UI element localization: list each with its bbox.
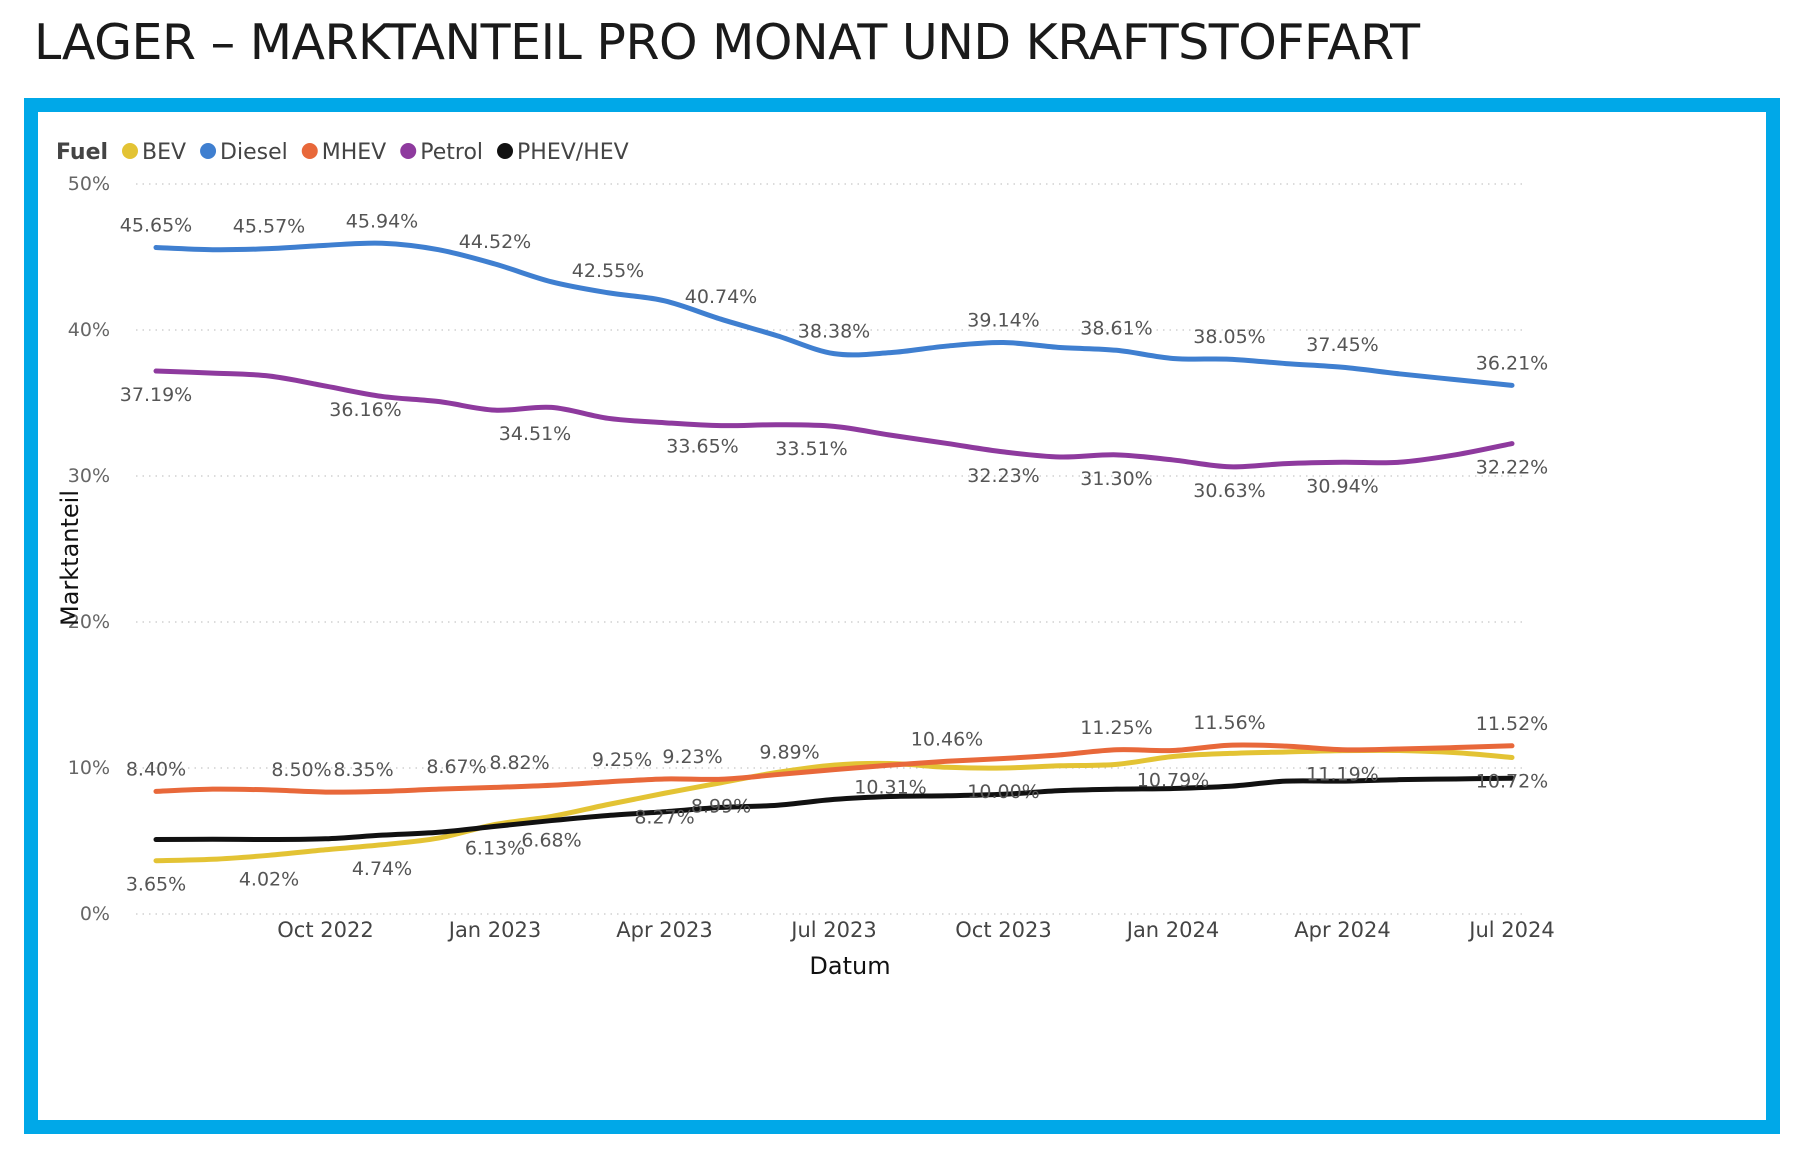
legend-marker: [400, 143, 417, 159]
data-label: 9.23%: [662, 746, 722, 768]
data-label: 9.25%: [592, 749, 652, 771]
data-label: 45.94%: [346, 210, 418, 232]
data-label: 10.46%: [911, 728, 983, 750]
series-line-diesel: [153, 240, 1515, 388]
data-label: 4.74%: [352, 858, 412, 880]
data-label: 9.89%: [759, 742, 819, 764]
data-label: 10.31%: [854, 776, 926, 798]
legend-item-label[interactable]: Diesel: [220, 140, 288, 165]
gridlines: [136, 183, 1526, 915]
y-axis-ticks: 0% 10% 20% 30% 40% 50%: [68, 173, 110, 925]
data-label: 8.27%: [634, 806, 694, 828]
data-label: 45.57%: [233, 216, 305, 238]
x-tick-label: Oct 2022: [277, 918, 373, 942]
data-label: 6.68%: [521, 829, 581, 851]
data-label: 8.50%: [271, 759, 331, 781]
x-tick-label: Jan 2023: [447, 918, 542, 942]
data-label: 4.02%: [239, 868, 299, 890]
data-label: 31.30%: [1080, 468, 1152, 490]
chart-frame: 0% 10% 20% 30% 40% 50% Oct 2022 Jan 2023 Apr 20…: [24, 98, 1780, 1134]
legend-item-label[interactable]: MHEV: [322, 140, 386, 165]
data-label: 11.25%: [1080, 717, 1152, 739]
data-label: 38.05%: [1193, 326, 1265, 348]
data-label: 38.38%: [798, 321, 870, 343]
data-label: 8.82%: [489, 752, 549, 774]
series-lines: [153, 240, 1515, 864]
data-label: 36.21%: [1476, 352, 1548, 374]
series-line-petrol: [153, 368, 1515, 470]
x-tick-label: Oct 2023: [955, 918, 1051, 942]
x-tick-label: Apr 2024: [1294, 918, 1390, 942]
data-label: 44.52%: [459, 231, 531, 253]
data-label: 6.13%: [465, 838, 525, 860]
data-label: 10.00%: [967, 781, 1039, 803]
legend-item-label[interactable]: Petrol: [420, 140, 483, 165]
data-label: 37.45%: [1306, 334, 1378, 356]
x-axis-title: Datum: [809, 952, 890, 980]
data-label: 11.52%: [1476, 713, 1548, 735]
data-label: 37.19%: [120, 384, 192, 406]
x-tick-label: Apr 2023: [616, 918, 712, 942]
data-label: 42.55%: [572, 260, 644, 282]
data-labels: 3.65% 4.02% 4.74% 6.13%6.68% 8.27%8.99% 10.31…: [120, 210, 1548, 895]
data-label: 11.56%: [1193, 712, 1265, 734]
legend: Fuel BEV Diesel MHEV Petrol PHEV/HEV: [56, 140, 629, 165]
page-title: LAGER – MARKTANTEIL PRO MONAT UND KRAFTS…: [34, 14, 1420, 71]
data-label: 3.65%: [126, 874, 186, 896]
legend-marker: [122, 143, 138, 159]
y-axis-title: Marktanteil: [56, 490, 84, 626]
legend-title: Fuel: [56, 140, 108, 165]
data-label: 33.65%: [666, 436, 738, 458]
x-axis-ticks: Oct 2022 Jan 2023 Apr 2023 Jul 2023 Oct 2023…: [277, 918, 1554, 942]
data-label: 40.74%: [685, 286, 757, 308]
y-tick-label: 30%: [68, 465, 110, 487]
data-label: 34.51%: [499, 423, 571, 445]
series-line-phev-hev: [153, 775, 1515, 843]
series-line-mhev: [153, 742, 1515, 795]
data-label: 36.16%: [329, 399, 401, 421]
data-label: 30.94%: [1306, 475, 1378, 497]
data-label: 8.99%: [691, 796, 751, 818]
data-label: 45.65%: [120, 215, 192, 237]
y-tick-label: 10%: [68, 757, 110, 779]
legend-item-label[interactable]: PHEV/HEV: [517, 140, 629, 165]
x-tick-label: Jan 2024: [1125, 918, 1220, 942]
x-tick-label: Jul 2023: [789, 918, 876, 942]
legend-marker: [301, 143, 318, 159]
data-label: 32.22%: [1476, 457, 1548, 479]
legend-item-label[interactable]: BEV: [142, 140, 186, 165]
data-label: 33.51%: [775, 438, 847, 460]
data-label: 8.67%: [426, 756, 486, 778]
y-tick-label: 40%: [68, 319, 110, 341]
y-tick-label: 0%: [80, 903, 110, 925]
y-tick-label: 20%: [68, 611, 110, 633]
line-chart: 0% 10% 20% 30% 40% 50% Oct 2022 Jan 2023 Apr 20…: [56, 140, 1555, 980]
data-label: 8.35%: [333, 759, 393, 781]
series-line-bev: [153, 747, 1515, 864]
y-tick-label: 50%: [68, 173, 110, 195]
data-label: 11.19%: [1306, 764, 1378, 786]
data-label: 32.23%: [967, 465, 1039, 487]
data-label: 38.61%: [1080, 317, 1152, 339]
legend-marker: [497, 143, 514, 159]
data-label: 39.14%: [967, 310, 1039, 332]
x-tick-label: Jul 2024: [1467, 918, 1554, 942]
data-label: 30.63%: [1193, 480, 1265, 502]
data-label: 10.72%: [1476, 770, 1548, 792]
data-label: 10.79%: [1137, 769, 1209, 791]
data-label: 8.40%: [126, 758, 186, 780]
legend-marker: [200, 143, 217, 159]
